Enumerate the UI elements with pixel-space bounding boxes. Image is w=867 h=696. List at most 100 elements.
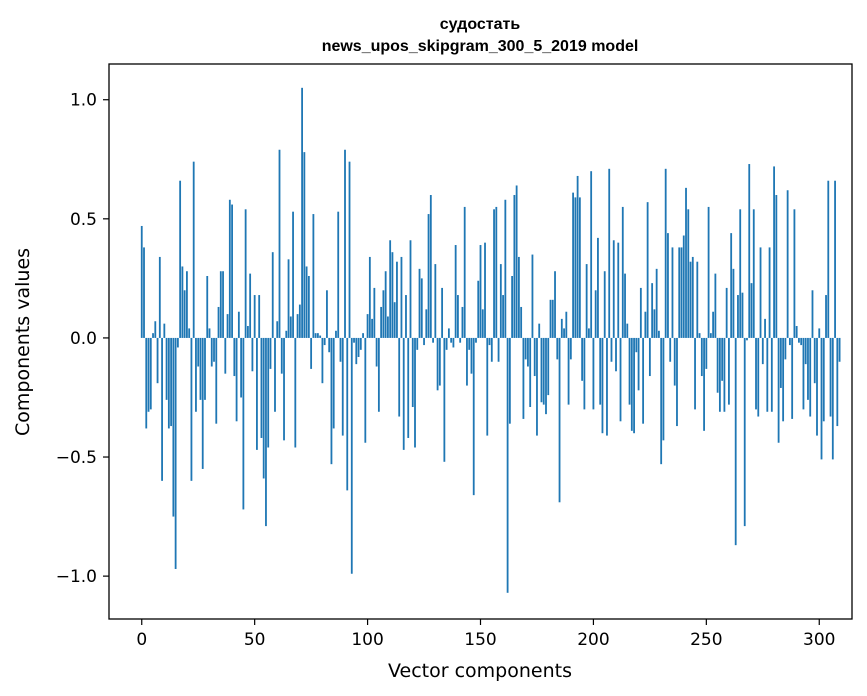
bar-32 (213, 337, 215, 362)
bar-241 (685, 187, 687, 338)
y-tick-label: 1.0 (70, 91, 97, 111)
bar-5 (152, 333, 154, 338)
bar-104 (375, 337, 378, 367)
bar-283 (779, 337, 782, 388)
bar-42 (235, 337, 238, 422)
bar-299 (816, 337, 818, 436)
bar-139 (454, 245, 457, 338)
bar-278 (768, 247, 771, 338)
bar-24 (195, 337, 197, 412)
bar-119 (409, 240, 412, 338)
bar-157 (495, 206, 498, 338)
bar-208 (610, 337, 613, 362)
bar-230 (660, 337, 663, 465)
bar-161 (504, 199, 507, 338)
bar-222 (642, 337, 645, 424)
bar-183 (554, 271, 556, 338)
bar-160 (502, 295, 504, 338)
bar-28 (204, 337, 206, 400)
bar-304 (827, 180, 830, 338)
bar-203 (599, 337, 602, 405)
bar-106 (380, 306, 383, 338)
bar-150 (479, 245, 482, 338)
bar-27 (201, 337, 204, 469)
bar-309 (838, 337, 841, 362)
bar-38 (226, 314, 229, 338)
bar-33 (215, 337, 218, 424)
bar-77 (314, 333, 317, 338)
bar-88 (339, 337, 342, 362)
bar-53 (260, 337, 263, 438)
bar-142 (461, 306, 464, 338)
bar-221 (639, 287, 642, 338)
bar-71 (301, 87, 303, 338)
bar-291 (798, 337, 800, 343)
bar-175 (536, 337, 538, 436)
bar-121 (414, 337, 416, 448)
bar-167 (517, 256, 520, 338)
bar-252 (709, 333, 712, 338)
bar-149 (477, 280, 480, 338)
y-tick-label: 0.0 (70, 329, 97, 349)
bar-59 (274, 337, 276, 412)
x-tick-label: 0 (136, 630, 147, 650)
bar-29 (206, 276, 209, 338)
bar-263 (734, 337, 737, 546)
bar-56 (267, 337, 270, 448)
bar-25 (197, 337, 200, 367)
y-tick-label: 0.5 (70, 210, 97, 230)
bar-9 (161, 337, 163, 481)
bar-275 (761, 337, 764, 365)
bar-64 (285, 330, 288, 338)
bar-11 (165, 337, 168, 400)
bar-86 (335, 330, 337, 338)
bar-274 (759, 247, 762, 338)
bar-144 (466, 337, 468, 386)
bar-227 (653, 309, 656, 338)
bar-84 (330, 337, 333, 465)
bar-301 (820, 337, 823, 460)
bar-197 (585, 264, 588, 338)
bar-205 (603, 271, 606, 338)
bar-48 (249, 273, 252, 338)
bar-261 (730, 233, 733, 338)
bar-43 (237, 311, 240, 338)
bar-194 (578, 197, 581, 338)
bar-249 (703, 337, 705, 431)
bar-265 (739, 209, 742, 338)
x-tick-label: 50 (244, 630, 266, 650)
bar-240 (682, 235, 685, 338)
bar-111 (391, 252, 394, 338)
bar-6 (154, 321, 157, 338)
bar-234 (669, 337, 672, 362)
bar-253 (712, 311, 715, 338)
bar-47 (246, 326, 249, 338)
bar-220 (637, 337, 640, 391)
bar-134 (443, 337, 446, 462)
bar-258 (723, 337, 726, 412)
bar-187 (563, 328, 565, 338)
bar-307 (834, 180, 836, 338)
bar-37 (224, 337, 227, 374)
bar-78 (316, 333, 319, 338)
bar-14 (172, 337, 175, 517)
bar-257 (721, 337, 724, 381)
bar-297 (811, 290, 814, 338)
bar-196 (583, 337, 586, 410)
bar-282 (777, 337, 780, 443)
bar-219 (635, 337, 638, 353)
bar-235 (671, 247, 674, 338)
bar-80 (321, 337, 324, 384)
bar-206 (606, 337, 608, 436)
bar-96 (357, 337, 360, 357)
chart-title-line-1: судостать (440, 16, 521, 33)
bar-46 (244, 209, 247, 338)
bar-214 (624, 273, 626, 338)
bar-284 (782, 337, 785, 422)
bar-18 (181, 266, 184, 338)
bar-98 (362, 333, 364, 338)
bar-173 (531, 254, 534, 338)
bar-276 (764, 318, 766, 338)
x-tick-label: 200 (577, 630, 609, 650)
bar-1 (143, 247, 145, 338)
